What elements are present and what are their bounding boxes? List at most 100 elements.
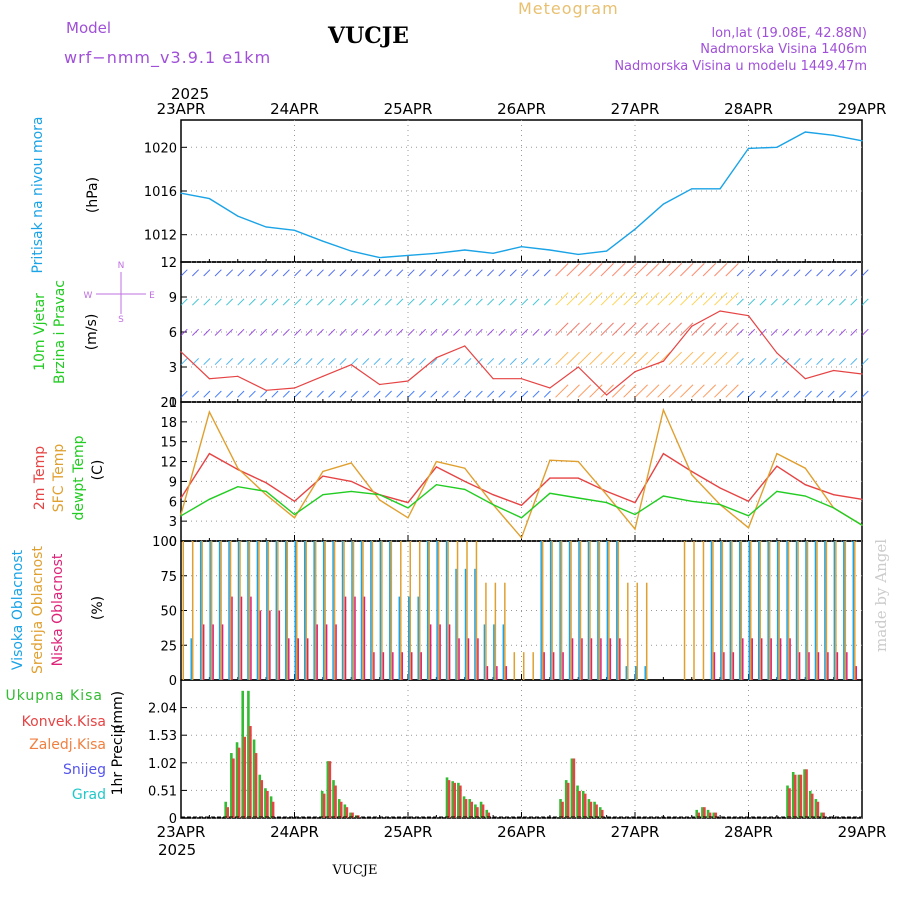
precip-bar <box>470 801 474 818</box>
cloud-bar <box>417 596 419 680</box>
cloud-bar <box>277 541 279 680</box>
precip-bar <box>793 774 797 818</box>
wind-speed-line-point <box>747 315 750 317</box>
wind-barb <box>384 390 392 398</box>
wind-barb <box>237 358 245 366</box>
wind-barb <box>248 328 256 336</box>
cloud-bar <box>240 596 243 680</box>
wind-barb <box>804 298 812 306</box>
precip-bar <box>326 761 330 818</box>
wind-speed-line-point <box>435 357 437 359</box>
y-tick-label: 50 <box>160 605 177 620</box>
cloud-bar <box>333 541 336 680</box>
cloud-bar <box>483 624 486 680</box>
y-tick-label: 6 <box>169 495 177 510</box>
wind-unit: (m/s) <box>84 314 100 351</box>
wind-barb <box>555 322 569 336</box>
pressure-line-point <box>833 134 835 136</box>
cloud-bar <box>786 541 788 680</box>
pressure-line-point <box>492 252 494 254</box>
lonlat-text: lon,lat (19.08E, 42.88N) <box>711 26 867 41</box>
cloud-bar <box>578 541 580 680</box>
cloud-bar <box>625 666 628 680</box>
wind-barb <box>498 390 506 398</box>
temp-line-2-point <box>492 503 494 506</box>
temp-line-0-point <box>549 477 551 479</box>
temp-line-2-point <box>180 515 182 517</box>
wind-barb <box>362 358 370 366</box>
cloud-bar <box>221 624 224 680</box>
wind-barb <box>418 390 427 398</box>
precip-bar <box>600 809 604 818</box>
wind-barb <box>645 351 660 366</box>
temp-line-2-point <box>747 515 750 517</box>
cloud-bar <box>202 624 205 680</box>
wind-barb <box>589 351 603 366</box>
wind-barb <box>521 328 529 336</box>
cloud-bar <box>523 652 525 680</box>
cloud-bar <box>474 568 476 680</box>
pressure-line-point <box>549 249 551 251</box>
pressure-line-point <box>350 250 352 252</box>
wind-barb <box>838 390 846 398</box>
cloud-bar <box>693 541 695 680</box>
wind-barb <box>634 384 648 398</box>
wind-barb <box>555 351 569 366</box>
cloud-bar <box>436 541 438 680</box>
wind-barb <box>532 298 540 306</box>
wind-barb <box>634 322 648 336</box>
y-tick-label: 75 <box>160 570 177 585</box>
cloud-bar <box>606 541 609 680</box>
wind-barb <box>316 328 324 336</box>
wind-barb <box>373 298 381 306</box>
precip-bar <box>226 807 229 818</box>
precip-bar <box>252 739 256 818</box>
wind-barb <box>475 269 483 277</box>
wind-speed-line-point <box>662 360 664 362</box>
pressure-line-point <box>265 226 267 228</box>
cloud-bar <box>609 638 612 680</box>
temp-line-0-point <box>407 502 409 504</box>
temp-line-1-point <box>691 474 693 476</box>
wind-barb <box>475 390 483 398</box>
wind-barb <box>226 269 234 277</box>
year-top: 2025 <box>171 85 209 103</box>
cloud-bar <box>590 638 593 680</box>
wind-barb <box>634 292 648 306</box>
wind-barb <box>373 328 381 336</box>
wind-barb <box>453 269 461 277</box>
precip-bar <box>334 785 337 818</box>
cloud-bar <box>373 652 375 680</box>
wind-barb <box>282 328 290 336</box>
cloud-bar <box>798 652 801 680</box>
wind-barb <box>453 298 461 306</box>
sfctemp-label: SFC Temp <box>51 444 67 513</box>
temp-line-1-point <box>322 470 324 473</box>
wind-barb <box>487 269 495 277</box>
cloud-bar <box>390 541 393 680</box>
wind-barb <box>362 298 370 306</box>
wind-barb <box>407 358 415 366</box>
cloud-bar <box>751 638 753 680</box>
cloud-bar <box>382 652 385 680</box>
wind-barb <box>498 298 506 306</box>
precip-bar <box>572 758 576 818</box>
cloud-bar <box>608 541 610 680</box>
temp-line-0-point <box>520 504 523 506</box>
wind-barb <box>668 384 683 398</box>
wind-barb <box>645 322 660 336</box>
precip-bar <box>786 785 789 818</box>
cloud-bar <box>303 541 306 680</box>
wind-barb <box>248 298 256 306</box>
wind-barb <box>759 269 767 277</box>
precip-hail-label: Grad <box>72 787 106 803</box>
precip-bar <box>249 726 252 818</box>
wind-barb <box>464 358 472 366</box>
wind-barb <box>600 292 614 306</box>
precip-bar <box>810 793 814 818</box>
cloud-bar <box>778 541 780 680</box>
wind-barb <box>509 358 517 366</box>
wind-barb <box>748 328 756 336</box>
wind-barb <box>396 358 404 366</box>
cloud-low-label: Niska Oblacnost <box>50 553 66 666</box>
